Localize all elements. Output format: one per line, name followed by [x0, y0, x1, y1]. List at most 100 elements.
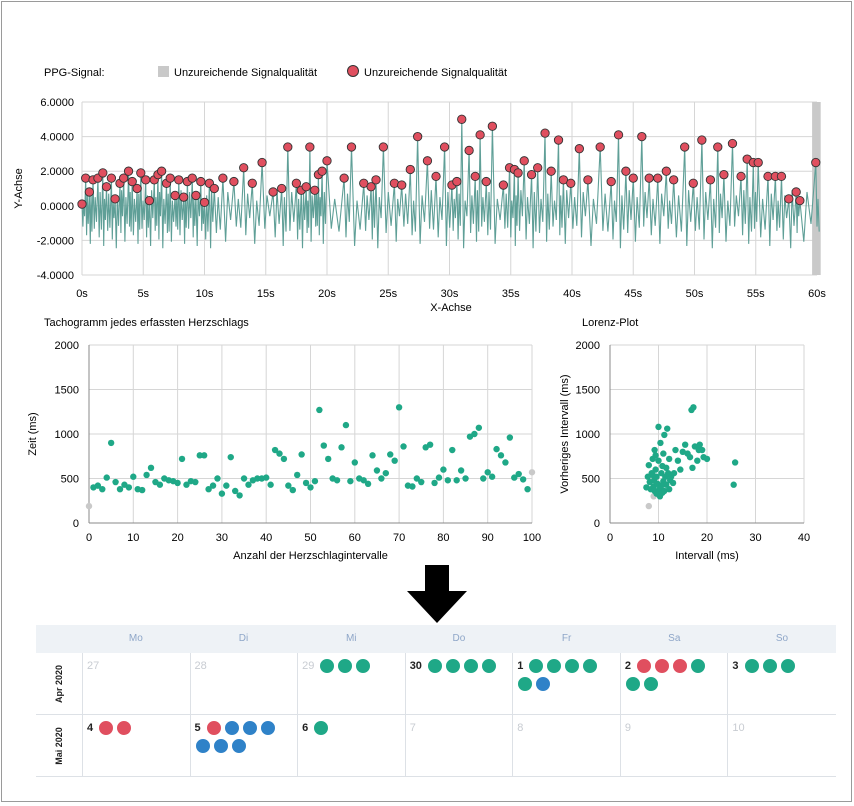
- peak-marker: [475, 130, 485, 140]
- measurement-badge-green[interactable]: [444, 658, 461, 674]
- calendar-day-cell[interactable]: 3: [728, 653, 836, 714]
- measurement-badge-green[interactable]: [761, 658, 778, 674]
- calendar-day-cell[interactable]: 1: [513, 653, 621, 714]
- calendar: Mo Di Mi Do Fr Sa So Apr 2020 27 28 29 30 1 2 3…: [36, 625, 836, 777]
- measurement-badge-green[interactable]: [355, 658, 372, 674]
- data-point: [320, 442, 327, 449]
- x-tick-label: 0: [607, 532, 613, 544]
- measurement-badge-blue[interactable]: [223, 720, 240, 736]
- calendar-day-cell[interactable]: 2: [621, 653, 729, 714]
- weekday-header: So: [775, 633, 789, 644]
- measurement-badge-green[interactable]: [779, 658, 796, 674]
- peak-marker: [101, 182, 112, 192]
- measurement-badge-blue[interactable]: [535, 676, 552, 692]
- measurement-badge-green[interactable]: [426, 658, 443, 674]
- data-point: [271, 446, 279, 454]
- data-point: [192, 478, 199, 486]
- measurement-badge-green[interactable]: [743, 658, 760, 674]
- calendar-day-cell[interactable]: 8: [513, 715, 621, 776]
- lorenz-plot-chart: Lorenz-Plot 0 500 1000 1500 2000 0 10 20 30 40 Inte…: [560, 317, 810, 562]
- x-tick-label: 30s: [441, 288, 459, 300]
- x-tick-label: 10: [652, 532, 664, 544]
- calendar-day-cell[interactable]: 9: [621, 715, 729, 776]
- measurement-badge-green[interactable]: [313, 720, 330, 736]
- measurement-badge-green[interactable]: [319, 658, 336, 674]
- measurement-badge-blue[interactable]: [241, 720, 258, 736]
- calendar-day-cell[interactable]: 27: [83, 653, 191, 714]
- measurement-badge-blue[interactable]: [259, 720, 276, 736]
- measurement-badge-green[interactable]: [624, 676, 641, 692]
- data-point: [730, 481, 737, 488]
- calendar-day-cell[interactable]: 10: [728, 715, 836, 776]
- peak-marker: [291, 178, 302, 188]
- measurement-badge-green[interactable]: [564, 658, 581, 674]
- peak-marker: [439, 142, 450, 152]
- day-number: 30: [409, 660, 422, 672]
- y-tick-label: 1500: [55, 385, 79, 397]
- calendar-header: Mo Di Mi Do Fr Sa So: [36, 625, 836, 653]
- measurement-badge-green[interactable]: [546, 658, 563, 674]
- measurement-badge-red[interactable]: [98, 720, 115, 736]
- y-tick-label: 500: [61, 474, 79, 486]
- data-point: [664, 425, 671, 432]
- y-tick-label: 1500: [576, 385, 600, 397]
- measurement-badge-blue[interactable]: [212, 738, 229, 754]
- data-point: [285, 482, 292, 489]
- data-point: [449, 446, 456, 454]
- measurement-badge-blue[interactable]: [230, 738, 247, 754]
- measurement-badge-red[interactable]: [671, 658, 688, 674]
- excluded-point: [528, 469, 536, 476]
- data-point: [183, 481, 190, 488]
- peak-marker: [199, 197, 210, 207]
- data-point: [665, 485, 673, 493]
- data-point: [307, 484, 314, 491]
- data-point: [484, 469, 491, 476]
- y-tick-label: 1000: [576, 429, 600, 441]
- x-tick-label: 30: [216, 532, 228, 544]
- measurement-badge-green[interactable]: [642, 676, 659, 692]
- calendar-day-cell[interactable]: 28: [191, 653, 299, 714]
- measurement-badge-red[interactable]: [653, 658, 670, 674]
- peak-marker: [218, 173, 228, 183]
- peak-marker: [526, 170, 537, 180]
- measurement-badge-green[interactable]: [337, 658, 354, 674]
- measurement-badge-green[interactable]: [517, 676, 534, 692]
- measurement-badge-green[interactable]: [689, 658, 706, 674]
- peak-marker: [359, 178, 369, 188]
- legend-gray-square-icon: [158, 66, 169, 77]
- measurement-badge-red[interactable]: [635, 658, 652, 674]
- measurement-badge-green[interactable]: [480, 658, 497, 674]
- measurement-badge-green[interactable]: [528, 658, 545, 674]
- data-point: [519, 476, 527, 483]
- peak-marker: [546, 166, 556, 176]
- peak-marker: [574, 144, 584, 154]
- day-number: 27: [86, 660, 100, 672]
- calendar-day-cell[interactable]: 5: [191, 715, 299, 776]
- data-point: [493, 445, 500, 453]
- data-point: [360, 477, 367, 484]
- data-point: [655, 423, 662, 431]
- y-tick-label: 0: [594, 518, 600, 530]
- peak-marker: [688, 178, 698, 188]
- measurement-badge-green[interactable]: [582, 658, 599, 674]
- y-axis-label: Zeit (ms): [27, 412, 39, 455]
- peak-marker: [553, 135, 564, 145]
- x-tick-label: 60: [349, 532, 361, 544]
- data-point: [294, 471, 301, 479]
- x-tick-label: 80: [437, 532, 449, 544]
- calendar-day-cell[interactable]: 6: [298, 715, 406, 776]
- peak-marker: [378, 142, 388, 152]
- calendar-day-cell[interactable]: 4: [83, 715, 191, 776]
- calendar-day-cell[interactable]: 29: [298, 653, 406, 714]
- calendar-day-cell[interactable]: 30: [406, 653, 514, 714]
- measurement-badge-red[interactable]: [116, 720, 133, 736]
- data-point: [395, 404, 403, 411]
- peak-marker: [713, 142, 723, 152]
- measurement-badge-green[interactable]: [462, 658, 479, 674]
- peak-marker: [595, 142, 605, 152]
- calendar-day-cell[interactable]: 7: [406, 715, 514, 776]
- measurement-badge-blue[interactable]: [194, 738, 211, 754]
- peak-marker: [637, 131, 647, 142]
- peak-marker: [470, 171, 480, 182]
- measurement-badge-red[interactable]: [205, 720, 222, 736]
